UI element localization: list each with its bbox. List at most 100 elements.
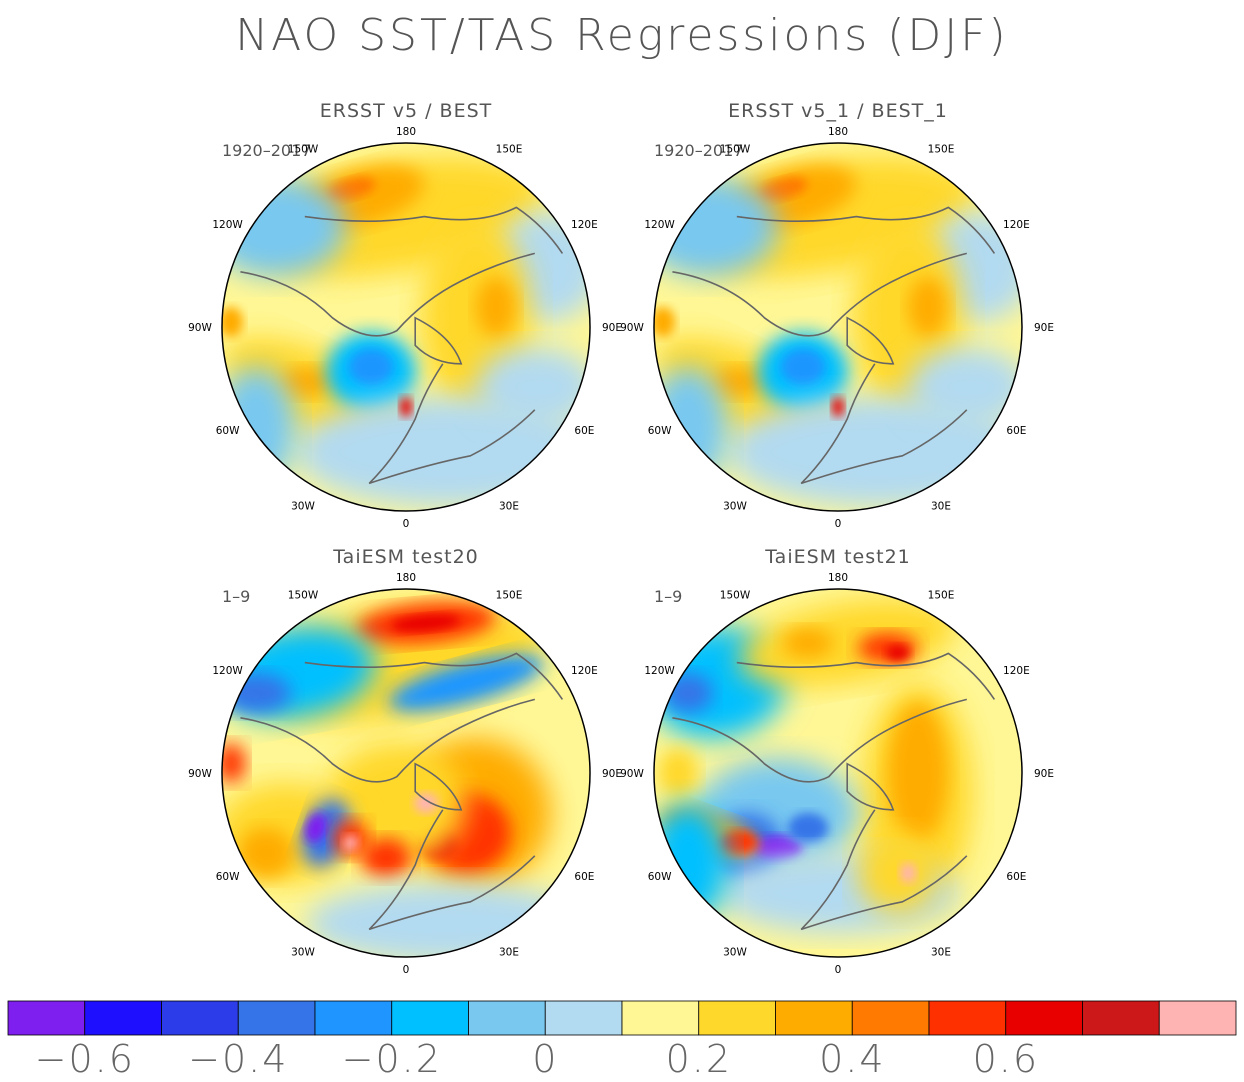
map-boundary	[653, 142, 1023, 512]
colorbar-swatch	[84, 1000, 162, 1036]
longitude-label: 90W	[188, 322, 212, 334]
period-label: 1920–2017	[222, 141, 311, 160]
longitude-label: 60W	[648, 871, 672, 883]
coastline	[368, 809, 536, 931]
longitude-label: 180	[396, 126, 416, 138]
coastline	[672, 252, 967, 337]
longitude-label: 60E	[574, 871, 594, 883]
map-panel: ERSST v5_1 / BEST_1 1920–2017 180 150E 120E 9…	[620, 100, 1054, 530]
coastline	[800, 363, 968, 485]
longitude-label: 90W	[620, 768, 644, 780]
map-panels: ERSST v5 / BEST 1920–2017 180 150E 120E 90E 60…	[188, 100, 1054, 976]
panel-title: TaiESM test20	[332, 546, 479, 568]
colorbar-tick-label: −0.6	[35, 1037, 135, 1081]
coastline	[736, 652, 996, 700]
coastline	[414, 762, 463, 811]
coastline	[240, 252, 535, 337]
figure-title: NAO SST/TAS Regressions (DJF)	[235, 10, 1008, 61]
colorbar-tick-label: 0.2	[666, 1037, 732, 1081]
colorbar-swatch	[161, 1000, 239, 1036]
longitude-label: 90E	[602, 768, 622, 780]
colorbar-swatch	[1082, 1000, 1160, 1036]
longitude-label: 120W	[644, 219, 675, 231]
colorbar-tick-label: −0.2	[342, 1037, 442, 1081]
longitude-label: 30W	[723, 500, 747, 512]
longitude-label: 90E	[1034, 322, 1054, 334]
period-label: 1–9	[222, 587, 250, 606]
panel-title: TaiESM test21	[764, 546, 911, 568]
colorbar-swatch	[1158, 1000, 1237, 1036]
longitude-label: 0	[403, 518, 410, 530]
colorbar-swatch	[851, 1000, 930, 1036]
longitude-label: 60W	[216, 871, 240, 883]
longitude-label: 90E	[1034, 768, 1054, 780]
longitude-label: 150E	[496, 590, 523, 602]
colorbar-swatch	[928, 1000, 1007, 1036]
longitude-label: 150W	[720, 144, 751, 156]
map-panel: TaiESM test20 1–9 180 150E 120E 90E 60E 30E 0 30W…	[188, 546, 622, 976]
longitude-label: 60E	[1006, 425, 1026, 437]
regression-field	[222, 143, 590, 511]
coastline	[736, 206, 996, 254]
longitude-label: 60W	[648, 425, 672, 437]
longitude-label: 120E	[571, 219, 598, 231]
longitude-label: 120E	[571, 665, 598, 677]
longitude-label: 150W	[288, 144, 319, 156]
colorbar-swatch	[621, 1000, 700, 1036]
colorbar-tick-label: −0.4	[188, 1037, 288, 1081]
period-label: 1–9	[654, 587, 682, 606]
longitude-label: 60E	[1006, 871, 1026, 883]
map-boundary	[221, 588, 591, 958]
coastline	[414, 316, 463, 365]
longitude-label: 30E	[499, 946, 519, 958]
longitude-label: 150W	[288, 590, 319, 602]
colorbar-tick-label: 0.4	[819, 1037, 885, 1081]
longitude-label: 120W	[644, 665, 675, 677]
period-label: 1920–2017	[654, 141, 743, 160]
longitude-label: 120E	[1003, 665, 1030, 677]
colorbar-swatch	[775, 1000, 853, 1036]
longitude-label: 150E	[928, 590, 955, 602]
coastline	[846, 762, 895, 811]
map-boundary	[221, 142, 591, 512]
coastline	[304, 206, 564, 254]
longitude-label: 30E	[931, 500, 951, 512]
colorbar: −0.6 −0.4 −0.2 0 0.2 0.4 0.6	[7, 1000, 1237, 1081]
longitude-label: 30E	[499, 500, 519, 512]
colorbar-swatch	[237, 1000, 316, 1036]
longitude-label: 0	[835, 518, 842, 530]
longitude-label: 120W	[212, 219, 243, 231]
coastline	[800, 809, 968, 931]
colorbar-swatch	[314, 1000, 393, 1036]
longitude-label: 120E	[1003, 219, 1030, 231]
longitude-label: 30E	[931, 946, 951, 958]
colorbar-swatch	[698, 1000, 776, 1036]
longitude-label: 60W	[216, 425, 240, 437]
longitude-label: 30W	[291, 500, 315, 512]
coastline	[672, 698, 967, 783]
longitude-label: 0	[403, 964, 410, 976]
map-panel: TaiESM test21 1–9 180 150E 120E 90E 60E 30E 0 30W…	[620, 546, 1054, 976]
longitude-label: 30W	[291, 946, 315, 958]
longitude-label: 180	[828, 126, 848, 138]
coastline	[304, 652, 564, 700]
coastline	[846, 316, 895, 365]
colorbar-swatch	[544, 1000, 623, 1036]
longitude-label: 150W	[720, 590, 751, 602]
longitude-label: 30W	[723, 946, 747, 958]
colorbar-tick-label: 0.6	[973, 1037, 1039, 1081]
colorbar-tick-label: 0	[532, 1037, 558, 1081]
longitude-label: 60E	[574, 425, 594, 437]
map-boundary	[653, 588, 1023, 958]
longitude-label: 0	[835, 964, 842, 976]
panel-title: ERSST v5_1 / BEST_1	[728, 100, 948, 122]
map-panel: ERSST v5 / BEST 1920–2017 180 150E 120E 90E 60…	[188, 100, 622, 530]
regression-field	[222, 589, 590, 957]
longitude-label: 180	[828, 572, 848, 584]
colorbar-swatch	[391, 1000, 469, 1036]
colorbar-swatch	[1005, 1000, 1083, 1036]
coastline	[368, 363, 536, 485]
longitude-label: 90W	[620, 322, 644, 334]
longitude-label: 90E	[602, 322, 622, 334]
